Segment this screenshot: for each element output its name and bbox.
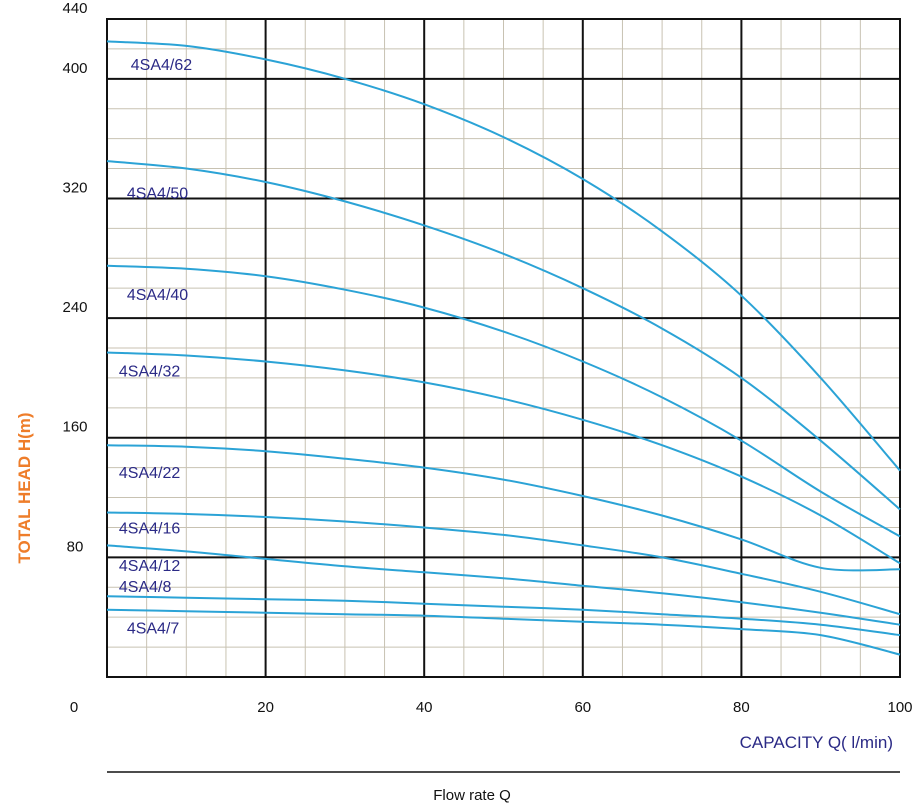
tick-labels: 0 20 40 60 80 100 80 160 240 320 400 440 (62, 0, 912, 716)
series-labels: 4SA4/62 4SA4/50 4SA4/40 4SA4/32 4SA4/22 4SA4/… (119, 57, 192, 638)
series-curve-4SA4/32 (106, 351, 901, 565)
series-curves (106, 40, 901, 656)
series-curve-4SA4/8 (106, 595, 901, 637)
series-curve-4SA4/7 (106, 608, 901, 656)
series-label: 4SA4/22 (119, 465, 180, 482)
series-curve-4SA4/62 (106, 40, 901, 472)
series-curve-4SA4/40 (106, 264, 901, 538)
y-axis-label: TOTAL HEAD H(m) (15, 412, 34, 563)
series-curve-4SA4/22 (106, 444, 901, 572)
series-label: 4SA4/8 (119, 579, 172, 596)
series-label: 4SA4/7 (127, 621, 180, 638)
y-tick-label: 240 (62, 299, 87, 316)
x-tick-label: 20 (257, 699, 274, 716)
x-axis-label: CAPACITY Q( l/min) (740, 733, 893, 752)
major-grid (106, 18, 901, 678)
series-label: 4SA4/50 (127, 185, 188, 202)
series-curve-4SA4/12 (106, 544, 901, 626)
x-tick-label: 100 (887, 699, 912, 716)
series-label: 4SA4/40 (127, 287, 188, 304)
series-curve-4SA4/16 (106, 511, 901, 616)
plot-frame (106, 18, 901, 678)
series-label: 4SA4/62 (131, 57, 192, 74)
x-tick-label: 0 (70, 699, 78, 716)
y-tick-label: 320 (62, 179, 87, 196)
flow-rate-caption: Flow rate Q (433, 787, 511, 804)
series-label: 4SA4/32 (119, 363, 180, 380)
x-tick-label: 80 (733, 699, 750, 716)
series-curve-4SA4/50 (106, 160, 901, 511)
y-tick-label: 80 (67, 538, 84, 555)
y-tick-label: 400 (62, 60, 87, 77)
y-tick-label: 160 (62, 419, 87, 436)
x-tick-label: 40 (416, 699, 433, 716)
series-label: 4SA4/16 (119, 520, 180, 537)
x-tick-label: 60 (574, 699, 591, 716)
y-tick-label: 440 (62, 0, 87, 17)
series-label: 4SA4/12 (119, 558, 180, 575)
